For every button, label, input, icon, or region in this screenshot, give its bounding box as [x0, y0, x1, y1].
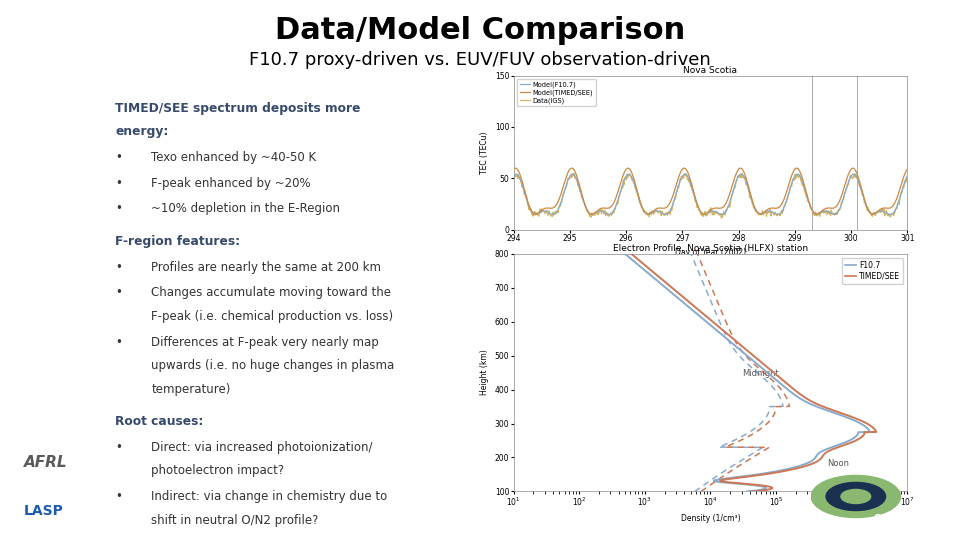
Model(TIMED/SEE): [619, 168, 631, 175]
X-axis label: Density (1/cm³): Density (1/cm³): [681, 514, 740, 523]
Line: Model(F10.7): Model(F10.7): [514, 174, 907, 214]
Text: photoelectron impact?: photoelectron impact?: [152, 464, 284, 477]
Data(IGS): [567, 170, 579, 177]
Model(F10.7): [605, 211, 616, 218]
Text: energy:: energy:: [115, 125, 169, 138]
Line: Model(TIMED/SEE): Model(TIMED/SEE): [514, 168, 907, 214]
Legend: F10.7, TIMED/SEE: F10.7, TIMED/SEE: [842, 258, 903, 284]
Text: Data/Model Comparison: Data/Model Comparison: [275, 16, 685, 45]
Data(IGS): [864, 207, 876, 214]
Model(F10.7): [767, 209, 779, 215]
Text: temperature): temperature): [152, 382, 230, 395]
TIMED/SEE: [694, 308, 706, 314]
Line: F10.7: F10.7: [625, 254, 870, 491]
Text: SWx TREC: SWx TREC: [874, 514, 933, 524]
Text: •: •: [115, 441, 122, 454]
Text: TIMED/SEE spectrum deposits more: TIMED/SEE spectrum deposits more: [115, 102, 361, 114]
Text: •: •: [115, 286, 122, 300]
X-axis label: Day of Year (2002): Day of Year (2002): [675, 248, 746, 257]
Text: Texo enhanced by ~40-50 K: Texo enhanced by ~40-50 K: [152, 151, 317, 164]
Text: •: •: [115, 177, 122, 190]
F10.7: [659, 284, 670, 290]
Text: Direct: via increased photoionization/: Direct: via increased photoionization/: [152, 441, 373, 454]
TIMED/SEE: [740, 474, 752, 480]
Model(F10.7): [735, 171, 747, 177]
TIMED/SEE: [665, 284, 677, 290]
Data(IGS): [815, 210, 827, 216]
Text: •: •: [115, 335, 122, 349]
TIMED/SEE: [745, 350, 756, 356]
Text: Root causes:: Root causes:: [115, 415, 204, 428]
Data(IGS): [901, 175, 913, 181]
Data(IGS): [508, 171, 519, 178]
Text: Noon: Noon: [828, 459, 849, 468]
Model(TIMED/SEE): [604, 204, 615, 211]
Text: Profiles are nearly the same at 200 km: Profiles are nearly the same at 200 km: [152, 261, 381, 274]
TIMED/SEE: [729, 337, 740, 343]
Text: F-region features:: F-region features:: [115, 235, 240, 248]
Text: F-peak enhanced by ~20%: F-peak enhanced by ~20%: [152, 177, 311, 190]
TIMED/SEE: [626, 251, 637, 257]
F10.7: [741, 488, 753, 495]
Model(TIMED/SEE): [864, 209, 876, 215]
Text: Changes accumulate moving toward the: Changes accumulate moving toward the: [152, 286, 392, 300]
Circle shape: [811, 475, 900, 517]
Model(TIMED/SEE): [508, 166, 519, 173]
Title: Nova Scotia: Nova Scotia: [684, 66, 737, 75]
Text: Indirect: via change in chemistry due to: Indirect: via change in chemistry due to: [152, 490, 388, 503]
Text: shift in neutral O/N2 profile?: shift in neutral O/N2 profile?: [152, 514, 319, 526]
Model(TIMED/SEE): [767, 205, 779, 211]
Circle shape: [841, 489, 871, 503]
Text: LASP: LASP: [24, 504, 64, 518]
Data(IGS): [633, 195, 644, 202]
Text: F10.7 proxy-driven vs. EUV/FUV observation-driven: F10.7 proxy-driven vs. EUV/FUV observati…: [250, 51, 710, 69]
Legend: Model(F10.7), Model(TIMED/SEE), Data(IGS): Model(F10.7), Model(TIMED/SEE), Data(IGS…: [516, 79, 595, 106]
Text: AFRL: AFRL: [24, 455, 67, 470]
Model(TIMED/SEE): [901, 166, 913, 173]
Circle shape: [826, 482, 885, 510]
Model(F10.7): [815, 209, 827, 215]
Model(TIMED/SEE): [633, 191, 644, 198]
F10.7: [738, 350, 750, 356]
Model(F10.7): [633, 194, 644, 201]
F10.7: [734, 474, 746, 480]
F10.7: [688, 308, 700, 314]
Model(TIMED/SEE): [815, 208, 827, 215]
Data(IGS): [619, 174, 631, 181]
Model(F10.7): [508, 173, 519, 179]
Text: ~10% depletion in the E-Region: ~10% depletion in the E-Region: [152, 202, 341, 215]
Line: TIMED/SEE: TIMED/SEE: [632, 254, 876, 491]
Text: Midnight: Midnight: [742, 369, 779, 378]
Y-axis label: TEC (TECu): TEC (TECu): [480, 131, 490, 174]
Model(TIMED/SEE): [755, 211, 766, 218]
TIMED/SEE: [748, 488, 759, 495]
TIMED/SEE: [737, 344, 749, 350]
Text: •: •: [115, 261, 122, 274]
Model(TIMED/SEE): [679, 165, 690, 171]
Data(IGS): [767, 210, 779, 217]
Text: F-peak (i.e. chemical production vs. loss): F-peak (i.e. chemical production vs. los…: [152, 310, 394, 323]
Data(IGS): [715, 215, 727, 221]
F10.7: [619, 251, 631, 257]
Line: Data(IGS): Data(IGS): [514, 173, 907, 218]
Model(F10.7): [901, 173, 913, 179]
Data(IGS): [605, 211, 616, 218]
F10.7: [732, 344, 743, 350]
Model(F10.7): [547, 211, 559, 218]
Text: •: •: [115, 490, 122, 503]
Y-axis label: Height (km): Height (km): [480, 350, 490, 395]
Title: Electron Profile, Nova Scotia (HLFX) station: Electron Profile, Nova Scotia (HLFX) sta…: [612, 244, 808, 253]
Text: •: •: [115, 151, 122, 164]
Text: •: •: [115, 202, 122, 215]
Text: upwards (i.e. no huge changes in plasma: upwards (i.e. no huge changes in plasma: [152, 359, 395, 372]
F10.7: [723, 337, 734, 343]
Text: Differences at F-peak very nearly map: Differences at F-peak very nearly map: [152, 335, 379, 349]
Model(F10.7): [619, 175, 631, 181]
Model(F10.7): [864, 208, 876, 215]
